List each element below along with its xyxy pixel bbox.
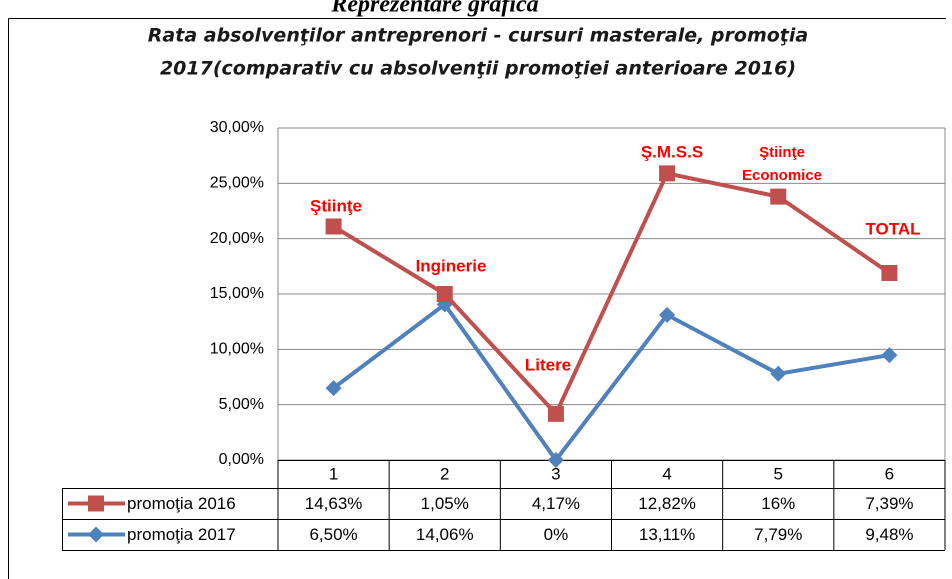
series-line: [332, 171, 891, 418]
annotation: Inginerie: [416, 256, 487, 275]
heading: Reprezentare grafica: [330, 0, 538, 18]
y-tick-label: 20,00%: [210, 230, 264, 247]
legend-label: promoţia 2017: [127, 525, 236, 544]
annotation: Ş.M.S.S: [641, 142, 703, 161]
point: [881, 264, 898, 281]
point: [436, 286, 453, 302]
annotation: Litere: [525, 355, 571, 374]
point: [770, 365, 787, 382]
table-cell: 0%: [544, 525, 569, 544]
table-cell: 16%: [761, 494, 795, 513]
point: [547, 405, 564, 422]
y-tick-label: 30,00%: [210, 119, 264, 136]
table-cell: 14,63%: [305, 494, 363, 513]
annotation: Ştiinţe: [759, 144, 805, 161]
point: [659, 306, 676, 323]
legend-label: promoţia 2016: [127, 494, 236, 513]
y-tick-label: 10,00%: [210, 341, 264, 358]
table-cell: 6,50%: [309, 525, 357, 544]
x-tick-label: 5: [774, 464, 783, 483]
table-cell: 7,39%: [865, 494, 913, 513]
x-tick-label: 6: [885, 464, 894, 483]
table-cell: 4,17%: [532, 494, 580, 513]
point: [325, 218, 342, 235]
table-cell: 13,11%: [639, 525, 695, 544]
chart-title: Rata absolvenţilor antreprenori - cursur…: [148, 25, 808, 47]
annotation: Economice: [742, 167, 822, 184]
y-tick-label: 5,00%: [219, 396, 264, 413]
table-cell: 9,48%: [865, 525, 913, 544]
table-cell: 1,05%: [421, 494, 469, 513]
y-tick-label: 15,00%: [210, 285, 264, 302]
point: [659, 165, 676, 182]
y-tick-label: 25,00%: [210, 175, 264, 192]
x-tick-label: 3: [551, 464, 560, 483]
table-cell: 7,79%: [754, 525, 802, 544]
table-cell: 12,82%: [638, 494, 696, 513]
legend-marker: [88, 495, 104, 512]
chart-title: 2017(comparativ cu absolvenţii promoţiei…: [160, 58, 796, 80]
point: [325, 380, 342, 397]
annotation: TOTAL: [865, 219, 920, 238]
x-tick-label: 1: [329, 464, 338, 483]
x-tick-label: 2: [440, 464, 449, 483]
point: [547, 452, 564, 468]
y-tick-label: 0,00%: [219, 451, 264, 468]
point: [881, 347, 898, 364]
x-tick-label: 4: [662, 464, 671, 483]
annotation: Ştiinţe: [310, 196, 362, 215]
point: [770, 188, 787, 205]
table-cell: 14,06%: [416, 525, 474, 544]
legend-marker: [88, 526, 104, 543]
series-line: [332, 301, 890, 464]
